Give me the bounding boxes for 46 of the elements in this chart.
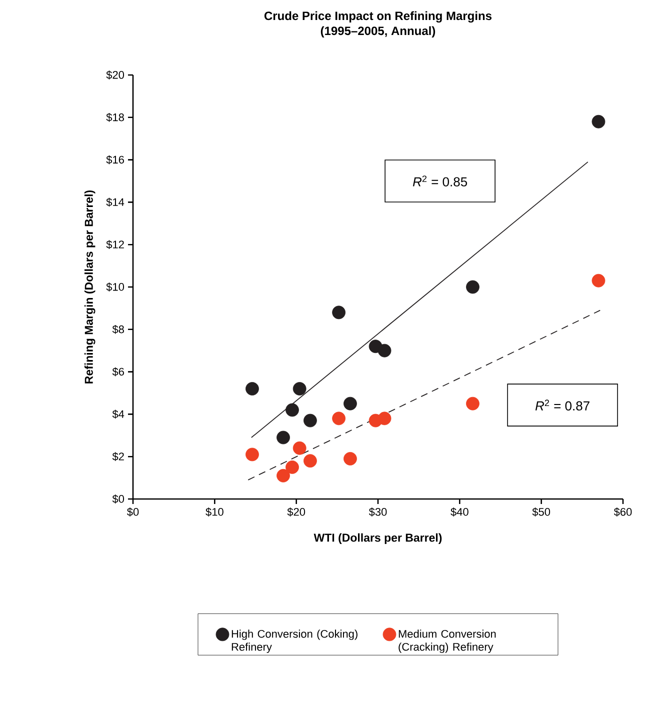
y-tick-label: $6 bbox=[112, 367, 124, 376]
legend-label: Medium Conversion (Cracking) Refinery bbox=[398, 630, 496, 653]
point bbox=[276, 468, 290, 482]
x-axis-title: WTI (Dollars per Barrel) bbox=[314, 533, 442, 544]
y-tick-label: $2 bbox=[112, 452, 124, 462]
y-tick-label: $18 bbox=[106, 112, 124, 122]
y-tick-label: $12 bbox=[106, 240, 124, 250]
y-tick-label: $10 bbox=[106, 282, 124, 292]
annotation: R$^{2}$ = 0.87 bbox=[535, 400, 590, 410]
annotation: R$^{2}$ = 0.85 bbox=[412, 176, 468, 186]
point bbox=[378, 344, 392, 358]
x-tick-label: $20 bbox=[287, 508, 306, 516]
y-tick-label: $16 bbox=[106, 155, 124, 164]
chart-title: Crude Price Impact on Refining Margins bbox=[264, 11, 492, 23]
x-tick-label: $60 bbox=[614, 508, 632, 516]
point bbox=[246, 382, 259, 396]
y-tick-label: $4 bbox=[112, 410, 124, 419]
x-tick-label: $0 bbox=[127, 508, 139, 516]
point bbox=[292, 382, 306, 396]
y-tick-label: $14 bbox=[106, 198, 124, 207]
y-tick-label: $20 bbox=[106, 70, 124, 80]
y-tick-label: $8 bbox=[112, 324, 124, 334]
point bbox=[332, 306, 346, 320]
point bbox=[344, 452, 357, 466]
point bbox=[592, 274, 606, 288]
chart-subtitle: (1995–2005, Annual) bbox=[320, 26, 436, 38]
point bbox=[286, 460, 299, 474]
point bbox=[292, 441, 306, 455]
legend-label: High Conversion (Coking) Refinery bbox=[232, 630, 358, 653]
x-tick-label: $40 bbox=[450, 508, 468, 516]
point bbox=[304, 414, 317, 428]
x-tick-label: $10 bbox=[206, 508, 224, 516]
point bbox=[304, 454, 317, 468]
point bbox=[344, 396, 357, 410]
point bbox=[276, 430, 290, 444]
y-axis-title: Refining Margin (Dollars per Barrel) bbox=[84, 190, 96, 384]
x-tick-label: $30 bbox=[368, 508, 387, 516]
point bbox=[332, 412, 346, 426]
point bbox=[286, 403, 299, 417]
x-tick-label: $50 bbox=[532, 508, 550, 516]
point bbox=[466, 280, 480, 294]
point bbox=[466, 396, 480, 410]
point bbox=[592, 114, 606, 128]
y-tick-label: $0 bbox=[112, 494, 124, 504]
point bbox=[378, 412, 392, 426]
point bbox=[246, 448, 259, 462]
